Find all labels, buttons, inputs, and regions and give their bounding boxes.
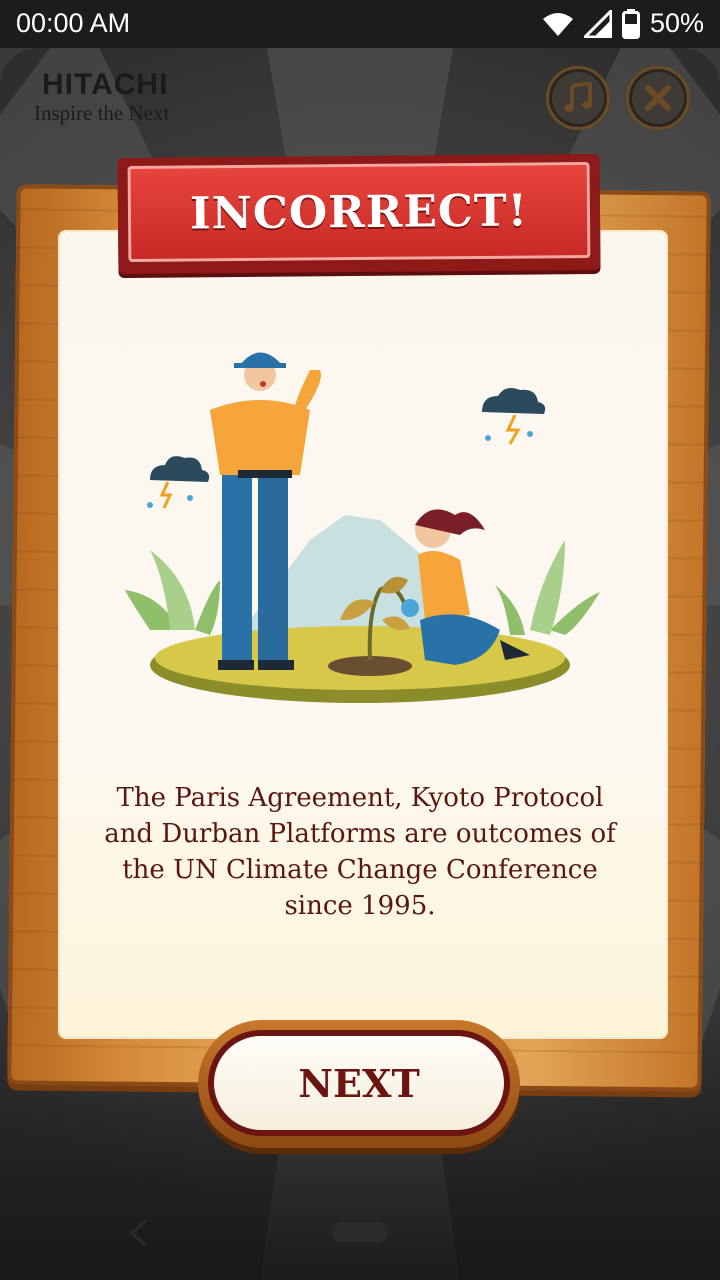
battery-icon — [621, 8, 640, 39]
status-bar: 00:00 AM 50% — [0, 0, 720, 48]
music-icon — [564, 82, 592, 112]
wifi-icon — [542, 12, 573, 36]
wilting-plant — [328, 576, 412, 676]
next-button[interactable]: NEXT — [214, 1036, 504, 1130]
music-button[interactable] — [546, 66, 610, 130]
close-icon — [645, 85, 671, 111]
signal-icon — [583, 9, 612, 38]
result-title: INCORRECT! — [189, 185, 529, 239]
next-button-frame: NEXT — [198, 1020, 520, 1148]
battery-percent: 50% — [649, 8, 704, 38]
storm-cloud-left — [147, 456, 210, 509]
status-icons: 50% — [542, 8, 704, 39]
close-button[interactable] — [626, 66, 690, 130]
result-message: The Paris Agreement, Kyoto Protocol and … — [104, 783, 616, 921]
brand-tagline: Inspire the Next — [34, 101, 170, 125]
dying-plant-illustration — [125, 352, 600, 703]
hitachi-logo: HITACHI Inspire the Next — [34, 70, 169, 126]
back-icon[interactable] — [128, 1218, 150, 1248]
result-banner: INCORRECT! — [117, 153, 601, 275]
sad-gardener — [401, 509, 530, 665]
brand-name: HITACHI — [42, 68, 169, 101]
foliage-left — [125, 550, 220, 635]
foliage-right — [495, 540, 600, 635]
storm-cloud-right — [482, 388, 546, 445]
worried-farmer — [210, 352, 321, 670]
home-pill[interactable] — [332, 1222, 388, 1242]
status-time: 00:00 AM — [16, 8, 131, 38]
